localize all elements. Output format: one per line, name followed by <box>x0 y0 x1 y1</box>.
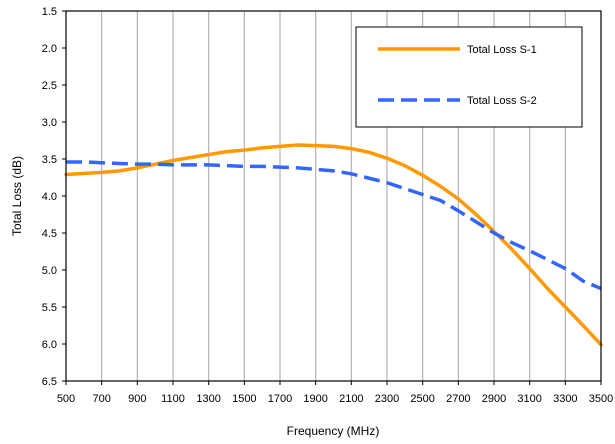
y-tick-label: 2.5 <box>42 80 57 92</box>
legend-box <box>355 26 583 128</box>
x-tick-label: 3500 <box>589 393 613 405</box>
y-tick-label: 5.0 <box>42 265 57 277</box>
series-lines <box>64 143 603 347</box>
series-line-1 <box>64 143 603 347</box>
x-tick-label: 1100 <box>161 393 185 405</box>
y-tick-label: 5.5 <box>42 302 57 314</box>
x-tick-label: 3300 <box>553 393 577 405</box>
legend: Total Loss S-1 Total Loss S-2 <box>355 26 583 128</box>
x-tick-label: 500 <box>57 393 75 405</box>
y-tick-label: 1.5 <box>42 6 57 18</box>
y-axis-title: Total Loss (dB) <box>10 156 24 236</box>
legend-label-1: Total Loss S-1 <box>467 44 537 56</box>
y-tick-label: 6.5 <box>42 376 57 388</box>
x-tick-label: 2300 <box>375 393 399 405</box>
y-tick-label: 4.5 <box>42 228 57 240</box>
y-tick-label: 3.5 <box>42 154 57 166</box>
x-tick-label: 2100 <box>339 393 363 405</box>
x-tick-label: 1500 <box>232 393 256 405</box>
x-axis-title: Frequency (MHz) <box>287 424 380 438</box>
x-tick-label: 700 <box>92 393 110 405</box>
x-tick-label: 1900 <box>303 393 327 405</box>
y-tick-label: 2.0 <box>42 43 57 55</box>
series-line-2 <box>66 160 602 291</box>
x-tick-label: 2500 <box>410 393 434 405</box>
x-tick-label: 1300 <box>196 393 220 405</box>
x-tick-label: 2700 <box>446 393 470 405</box>
y-tick-label: 3.0 <box>42 117 57 129</box>
axes: 500 700 900 1100 1300 1500 1700 1900 2100 2300 250… <box>42 6 614 405</box>
x-tick-label: 900 <box>128 393 146 405</box>
y-tick-label: 6.0 <box>42 339 57 351</box>
legend-label-2: Total Loss S-2 <box>467 95 537 107</box>
x-tick-label: 2900 <box>482 393 506 405</box>
x-tick-label: 3100 <box>517 393 541 405</box>
y-tick-label: 4.0 <box>42 191 57 203</box>
x-tick-label: 1700 <box>268 393 292 405</box>
